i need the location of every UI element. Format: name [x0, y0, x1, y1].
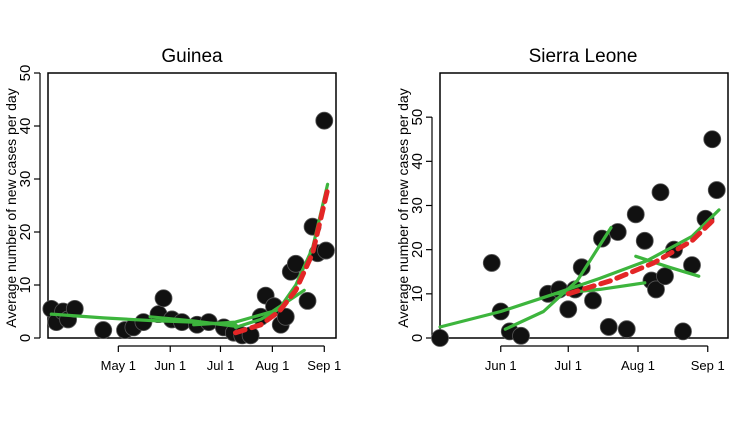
sierra-leone-y-tick-label: 30 — [409, 197, 426, 214]
guinea-trend-dashed-line — [233, 187, 331, 336]
sierra-leone-y-tick-label: 10 — [409, 285, 426, 302]
sierra-leone-fit-line — [634, 254, 701, 278]
sierra-leone-panel: Sierra Leone Average number of new cases… — [395, 46, 729, 373]
sierra-leone-y-axis-label: Average number of new cases per day — [395, 88, 411, 327]
guinea-y-tick-label: 20 — [17, 224, 34, 241]
guinea-chart-title: Guinea — [161, 46, 223, 67]
guinea-data-point — [94, 321, 113, 339]
guinea-plot-box — [47, 72, 337, 339]
sierra-leone-data-point — [431, 329, 449, 347]
sierra-leone-data-point — [512, 326, 530, 345]
sierra-leone-data-point — [674, 322, 692, 341]
guinea-y-axis-label: Average number of new cases per day — [3, 88, 19, 327]
guinea-data-point — [317, 241, 335, 260]
guinea-fit-line — [233, 182, 330, 329]
guinea-data-point — [315, 111, 334, 130]
sierra-leone-y-tick-label: 50 — [409, 109, 426, 126]
sierra-leone-data-point — [482, 254, 501, 272]
sierra-leone-y-tick-label: 40 — [409, 153, 426, 170]
sierra-leone-data-point — [651, 183, 670, 202]
sierra-leone-data-point — [707, 181, 726, 199]
guinea-y-tick-label: 30 — [17, 171, 34, 188]
sierra-leone-trend-dashed-line — [565, 218, 715, 297]
guinea-data-point — [298, 291, 317, 310]
sierra-leone-data-point — [608, 223, 627, 241]
guinea-y-tick-label: 10 — [17, 277, 34, 294]
sierra-leone-data-point — [617, 320, 636, 339]
guinea-y-tick-label: 50 — [17, 65, 34, 82]
sierra-leone-data-point — [647, 280, 665, 299]
guinea-data-point — [154, 289, 173, 308]
sierra-leone-data-point — [626, 205, 645, 224]
guinea-x-tick-label: May 1 — [101, 358, 136, 373]
sierra-leone-data-point — [703, 130, 722, 149]
sierra-leone-x-tick-label: Jun 1 — [485, 358, 517, 373]
sierra-leone-plot-box — [439, 72, 729, 339]
guinea-x-tick-label: Aug 1 — [255, 358, 289, 373]
guinea-data-point — [276, 307, 295, 326]
sierra-leone-x-tick-label: Sep 1 — [691, 358, 725, 373]
sierra-leone-data-point — [559, 300, 578, 319]
sierra-leone-x-tick-label: Aug 1 — [621, 358, 655, 373]
guinea-x-tick-label: Sep 1 — [307, 358, 341, 373]
sierra-leone-data-point — [584, 291, 602, 310]
sierra-leone-plot-layer: 0 10 20 30 40 50 Jun 1 Jul 1 Aug 1 Sep 1 — [409, 109, 726, 373]
guinea-x-tick-label: Jun 1 — [154, 358, 186, 373]
guinea-x-tick-label: Jul 1 — [207, 358, 234, 373]
sierra-leone-fit-line — [438, 208, 721, 329]
guinea-panel: Guinea Average number of new cases per d… — [3, 46, 341, 373]
sierra-leone-data-point — [656, 267, 674, 286]
guinea-plot-layer: 0 10 20 30 40 50 May 1 Jun 1 Jul 1 Aug 1 Sep 1 — [17, 65, 341, 373]
sierra-leone-fit-line — [503, 226, 613, 331]
guinea-y-tick-label: 40 — [17, 118, 34, 135]
sierra-leone-data-point — [635, 231, 654, 250]
sierra-leone-x-tick-label: Jul 1 — [555, 358, 582, 373]
sierra-leone-y-tick-label: 20 — [409, 241, 426, 258]
guinea-y-tick-label: 0 — [17, 334, 34, 342]
sierra-leone-y-tick-label: 0 — [409, 334, 426, 342]
sierra-leone-data-point — [599, 318, 618, 336]
sierra-leone-chart-title: Sierra Leone — [529, 46, 638, 67]
